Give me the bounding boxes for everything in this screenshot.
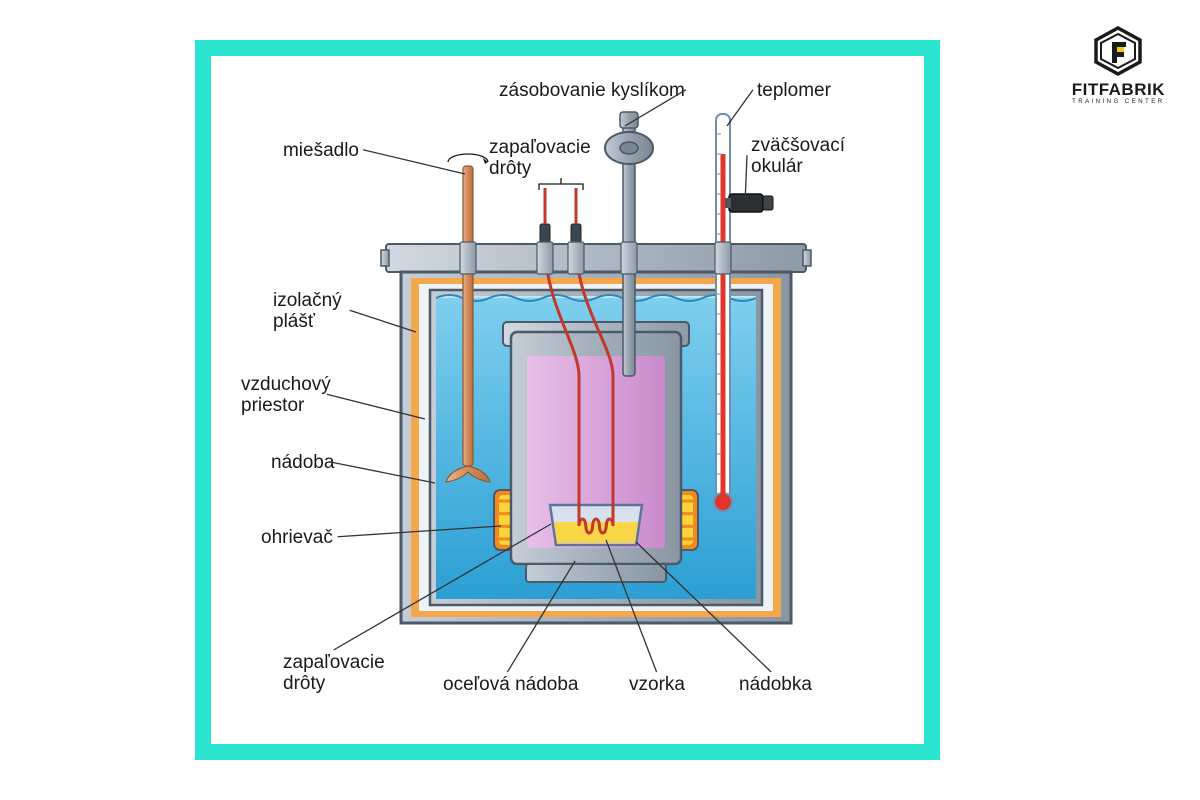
label-insulator: izolačnýplášť — [273, 290, 342, 332]
label-stirrer: miešadlo — [283, 140, 359, 161]
label-ignition_bottom: zapaľovaciedrôty — [283, 652, 385, 694]
svg-text:zapaľovacie: zapaľovacie — [283, 652, 385, 673]
label-air_space: vzduchovýpriestor — [241, 374, 331, 416]
svg-text:drôty: drôty — [283, 673, 326, 694]
svg-text:plášť: plášť — [273, 311, 316, 332]
label-heater: ohrievač — [261, 527, 333, 548]
svg-text:zásobovanie kyslíkom: zásobovanie kyslíkom — [499, 80, 685, 101]
label-steel_bomb: oceľová nádoba — [443, 674, 579, 695]
svg-text:miešadlo: miešadlo — [283, 140, 359, 161]
label-sample: vzorka — [629, 674, 685, 695]
svg-text:zapaľovacie: zapaľovacie — [489, 137, 591, 158]
diagram-frame: miešadlozapaľovaciedrôtyzásobovanie kysl… — [195, 40, 940, 760]
svg-text:drôty: drôty — [489, 158, 532, 179]
svg-text:teplomer: teplomer — [757, 80, 832, 101]
logo-brand-text: FITFABRIK — [1072, 80, 1165, 100]
calorimeter-diagram: miešadlozapaľovaciedrôtyzásobovanie kysl… — [211, 56, 924, 744]
svg-text:nádobka: nádobka — [739, 674, 812, 695]
diagram-stage: miešadlozapaľovaciedrôtyzásobovanie kysl… — [211, 56, 924, 744]
svg-text:okulár: okulár — [751, 156, 803, 177]
svg-text:zväčšovací: zväčšovací — [751, 135, 846, 156]
logo-hexagon-icon — [1090, 25, 1146, 77]
svg-text:oceľová nádoba: oceľová nádoba — [443, 674, 579, 695]
svg-text:priestor: priestor — [241, 395, 305, 416]
svg-text:ohrievač: ohrievač — [261, 527, 333, 548]
svg-text:vzduchový: vzduchový — [241, 374, 331, 395]
brand-logo: FITFABRIK TRAINING CENTER — [1072, 25, 1165, 105]
svg-text:vzorka: vzorka — [629, 674, 685, 695]
logo-sub-text: TRAINING CENTER — [1072, 99, 1165, 105]
label-thermometer: teplomer — [757, 80, 832, 101]
label-oxygen: zásobovanie kyslíkom — [499, 80, 685, 101]
label-bucket: nádoba — [271, 452, 335, 473]
svg-text:nádoba: nádoba — [271, 452, 335, 473]
label-cup: nádobka — [739, 674, 812, 695]
svg-text:izolačný: izolačný — [273, 290, 342, 311]
label-eyepiece: zväčšovacíokulár — [751, 135, 846, 177]
label-ignition_top: zapaľovaciedrôty — [489, 137, 591, 179]
